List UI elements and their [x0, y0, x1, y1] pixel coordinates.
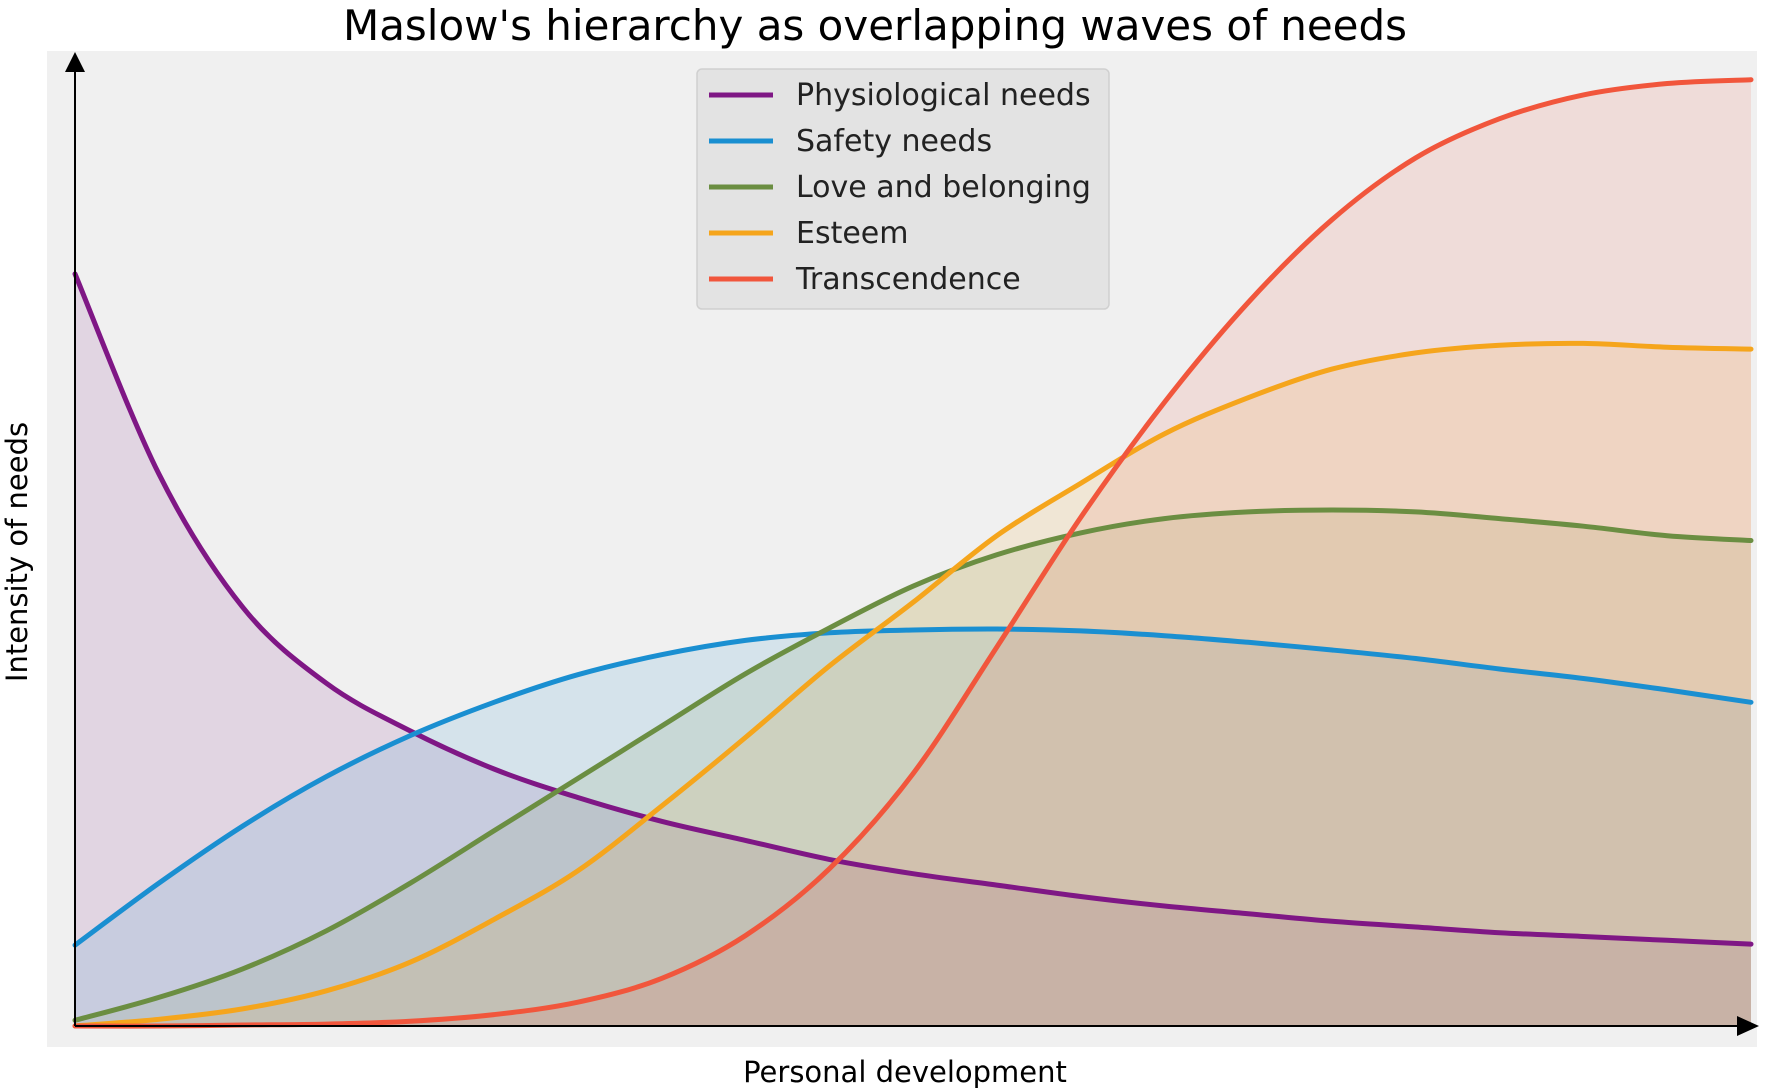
legend: Physiological needs Safety needs Love and …	[696, 68, 1110, 310]
series-line-safety-needs	[72, 626, 1754, 948]
series-fill-physiological-needs	[75, 273, 1751, 1026]
x-axis-arrowhead	[1737, 1016, 1759, 1036]
legend-label-transcendence: Transcendence	[795, 262, 1021, 297]
series-fill-safety-needs	[75, 628, 1751, 1026]
legend-box	[696, 68, 1110, 310]
axes	[65, 52, 1759, 1036]
series-line-physiological-needs	[72, 271, 1754, 947]
series-line-love-and-belonging	[72, 507, 1754, 1023]
legend-label-love-and-belonging: Love and belonging	[796, 170, 1091, 205]
series-lines	[72, 77, 1754, 1029]
series-line-esteem	[72, 340, 1754, 1029]
legend-label-esteem: Esteem	[796, 216, 909, 251]
y-axis-arrowhead	[65, 52, 85, 72]
legend-items: Physiological needs Safety needs Love and …	[709, 78, 1091, 297]
y-axis-label: Intensity of needs	[0, 422, 34, 682]
series-line-transcendence	[72, 77, 1754, 1029]
legend-label-physiological-needs: Physiological needs	[796, 78, 1091, 113]
series-fill-love-and-belonging	[75, 510, 1751, 1026]
x-axis-label: Personal development	[743, 1055, 1067, 1089]
chart-title: Maslow's hierarchy as overlapping waves …	[343, 1, 1407, 50]
series-fill-esteem	[75, 343, 1751, 1027]
legend-label-safety-needs: Safety needs	[796, 124, 992, 159]
series-fills	[75, 79, 1751, 1027]
series-fill-transcendence	[75, 79, 1751, 1027]
